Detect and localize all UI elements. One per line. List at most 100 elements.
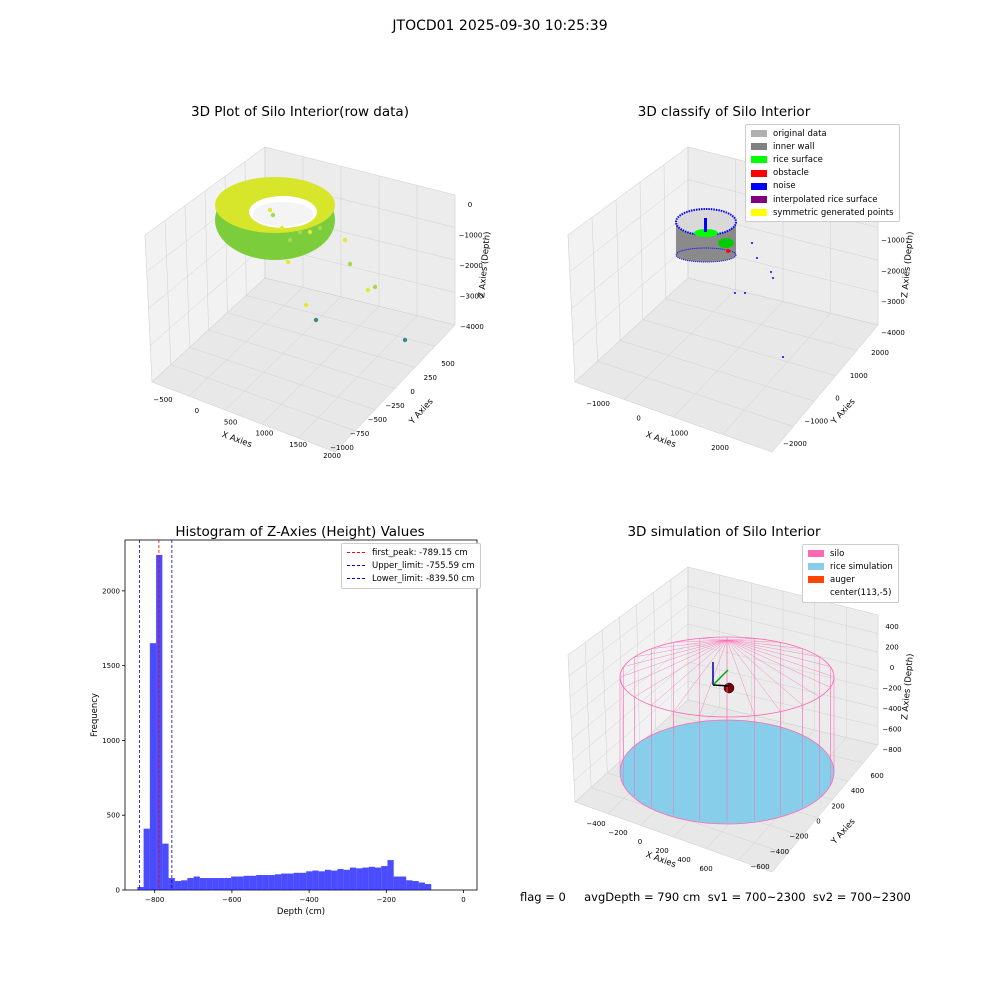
- sim-y-tick: 200: [831, 802, 844, 810]
- histogram-bar: [168, 878, 175, 890]
- sim-z-tick: −800: [882, 746, 901, 754]
- histogram-bar: [399, 876, 407, 890]
- histogram-y-tick: 500: [107, 812, 120, 820]
- raw-x-label: X Axies: [220, 430, 253, 450]
- classify-noise-point: [772, 277, 774, 279]
- sim-grid-line: [567, 566, 689, 656]
- histogram-bar: [337, 869, 344, 890]
- raw-point: [270, 212, 276, 218]
- histogram-x-tick: −200: [377, 896, 396, 904]
- histogram-bar: [262, 875, 269, 890]
- sim-x-tick: −400: [586, 820, 605, 828]
- legend-swatch-symmetric: [751, 209, 767, 217]
- raw-y-tick: 250: [424, 374, 437, 382]
- legend-label: silo: [830, 548, 845, 559]
- legend-label: rice surface: [773, 154, 823, 165]
- sim-y-tick: 600: [870, 772, 883, 780]
- raw-grid-line: [246, 295, 436, 347]
- sim-x-tick: 200: [655, 847, 668, 855]
- histogram-bar: [268, 875, 275, 890]
- sim-y-tick: 400: [851, 787, 864, 795]
- histogram-bar: [224, 878, 232, 890]
- sim-z-tick: −400: [882, 705, 901, 713]
- sim-grid-line: [687, 604, 879, 653]
- sim-axis-y: [712, 669, 729, 686]
- sim-silo-roof-wire: [726, 639, 820, 658]
- legend-swatch-center: [808, 590, 824, 597]
- sim-grid-line: [687, 566, 879, 616]
- classify-obstacle: [726, 249, 730, 253]
- histogram-bar: [212, 878, 219, 890]
- raw-grid-line: [151, 277, 266, 383]
- legend-swatch-interpolated: [751, 196, 767, 204]
- classify-noise: [704, 218, 707, 232]
- classify-wall-base: [675, 247, 737, 263]
- legend-label: noise: [773, 181, 796, 192]
- raw-x-tick: 500: [224, 418, 237, 426]
- sim-silo-roof-wire: [726, 639, 803, 706]
- raw-ring-inner: [253, 202, 313, 226]
- histogram-bar: [418, 882, 425, 890]
- classify-noise-point: [751, 242, 753, 244]
- legend-label: obstacle: [773, 168, 809, 179]
- histogram-x-tick: −400: [299, 896, 318, 904]
- histogram-bar: [387, 860, 394, 890]
- legend-line-upper-limit: [347, 565, 365, 567]
- classify-noise-point: [756, 257, 758, 259]
- classify-point-cloud: [675, 208, 784, 358]
- histogram-bar: [206, 878, 213, 890]
- legend-label: auger: [830, 574, 855, 585]
- sim-silo-roof-wire: [726, 639, 781, 712]
- sim-x-tick: 600: [699, 865, 712, 873]
- raw-y-tick: 0: [410, 388, 414, 396]
- classify-z-tick: −3000: [881, 298, 905, 306]
- sim-grid-line: [572, 661, 689, 761]
- histogram-x-label: Depth (cm): [277, 907, 325, 917]
- histogram-bar: [231, 876, 238, 890]
- histogram-bar: [274, 874, 282, 890]
- sim-silo-roof-wire: [726, 639, 781, 643]
- raw-y-tick: −500: [368, 416, 387, 424]
- sim-auger: [723, 682, 735, 694]
- sim-grid-line: [687, 680, 879, 727]
- legend-swatch-rice-surface: [751, 156, 767, 164]
- classify-grid-line: [571, 212, 689, 309]
- histogram-bar: [218, 878, 225, 890]
- histogram-bar: [306, 871, 313, 890]
- raw-x-tick: −500: [153, 396, 172, 404]
- raw-point: [285, 259, 291, 265]
- legend-label: rice simulation: [830, 561, 893, 572]
- raw-point: [279, 225, 285, 231]
- sim-silo-roof-wire: [699, 638, 728, 641]
- classify-grid-line: [665, 298, 857, 351]
- legend-swatch-noise: [751, 182, 767, 190]
- histogram-bar: [237, 876, 244, 890]
- simulation-legend: silo rice simulation auger center(113,-5…: [802, 544, 899, 603]
- raw-y-tick: −1000: [330, 444, 354, 452]
- sim-silo-roof-wire: [673, 639, 728, 643]
- histogram-bar: [424, 884, 432, 890]
- classify-grid-line: [642, 319, 836, 377]
- classify-grid-line: [573, 245, 689, 346]
- raw-point: [267, 207, 273, 213]
- classify-x-tick: −1000: [586, 400, 610, 408]
- classify-grid-line: [722, 313, 831, 435]
- histogram-y-tick: 2000: [102, 587, 120, 595]
- panel-title-raw: 3D Plot of Silo Interior(row data): [191, 104, 409, 120]
- raw-grid-line: [151, 381, 336, 453]
- raw-z-tick: −4000: [460, 323, 484, 331]
- raw-grid-line: [227, 312, 416, 368]
- classify-y-label: Y Axies: [829, 396, 858, 427]
- raw-grid-line: [170, 364, 356, 432]
- histogram-bar: [174, 881, 182, 890]
- classify-y-tick: −1000: [804, 417, 828, 425]
- sim-silo-roof-wire: [623, 639, 728, 688]
- histogram-bar: [362, 867, 369, 890]
- sim-z-tick: 200: [885, 644, 898, 652]
- sim-grid-line: [567, 654, 576, 803]
- classify-y-tick: −2000: [783, 440, 807, 448]
- histogram-bar: [381, 866, 388, 890]
- legend-label: Lower_limit: -839.50 cm: [372, 573, 475, 584]
- raw-x-tick: 0: [195, 407, 199, 415]
